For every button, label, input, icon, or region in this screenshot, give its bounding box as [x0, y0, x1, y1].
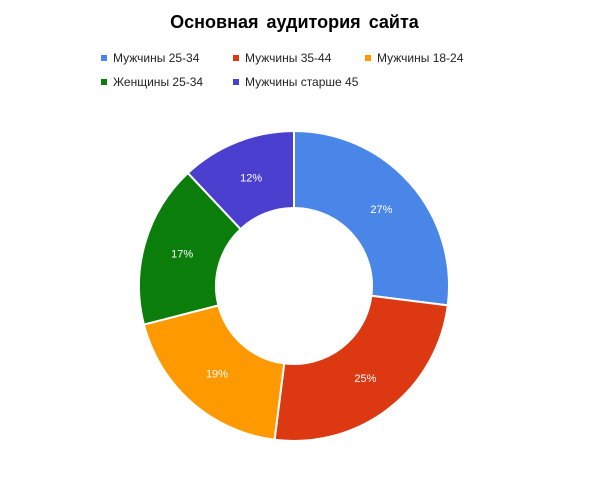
legend-label-men-35-44: Мужчины 35-44 [245, 51, 332, 65]
legend-swatch-men-25-34 [101, 55, 107, 61]
legend-swatch-women-25-34 [101, 79, 107, 85]
chart-legend: Мужчины 25-34 Мужчины 35-44 Мужчины 18-2… [0, 0, 589, 100]
chart-title: Основная аудитория сайта [170, 12, 419, 32]
slice-label-men-over-45: 12% [240, 173, 262, 185]
legend-label-women-25-34: Женщины 25-34 [113, 75, 204, 89]
donut-slice-men-25-34[interactable] [293, 129, 450, 307]
slice-label-men-25-34: 27% [370, 204, 392, 216]
donut-slice-men-over-45[interactable] [186, 129, 295, 231]
legend-swatch-men-35-44 [233, 55, 239, 61]
legend-item-men-18-24[interactable]: Мужчины 18-24 [365, 50, 463, 66]
slice-label-men-18-24: 19% [206, 368, 228, 380]
donut-slice-men-18-24[interactable] [142, 304, 286, 441]
donut-slices [138, 129, 450, 442]
legend-item-men-35-44[interactable]: Мужчины 35-44 [233, 50, 331, 66]
slice-label-women-25-34: 17% [171, 248, 193, 260]
legend-swatch-men-over-45 [233, 79, 239, 85]
slice-label-men-35-44: 25% [354, 373, 376, 385]
legend-item-men-25-34[interactable]: Мужчины 25-34 [101, 50, 199, 66]
legend-label-men-18-24: Мужчины 18-24 [377, 51, 464, 65]
legend-label-men-over-45: Мужчины старше 45 [245, 75, 359, 89]
legend-swatch-men-18-24 [365, 55, 371, 61]
legend-item-women-25-34[interactable]: Женщины 25-34 [101, 74, 203, 90]
legend-item-men-over-45[interactable]: Мужчины старше 45 [233, 74, 358, 90]
donut-slice-men-35-44[interactable] [273, 294, 449, 442]
donut-slice-labels: 27% 25% 19% 17% 12% [171, 173, 392, 385]
legend-label-men-25-34: Мужчины 25-34 [113, 51, 200, 65]
